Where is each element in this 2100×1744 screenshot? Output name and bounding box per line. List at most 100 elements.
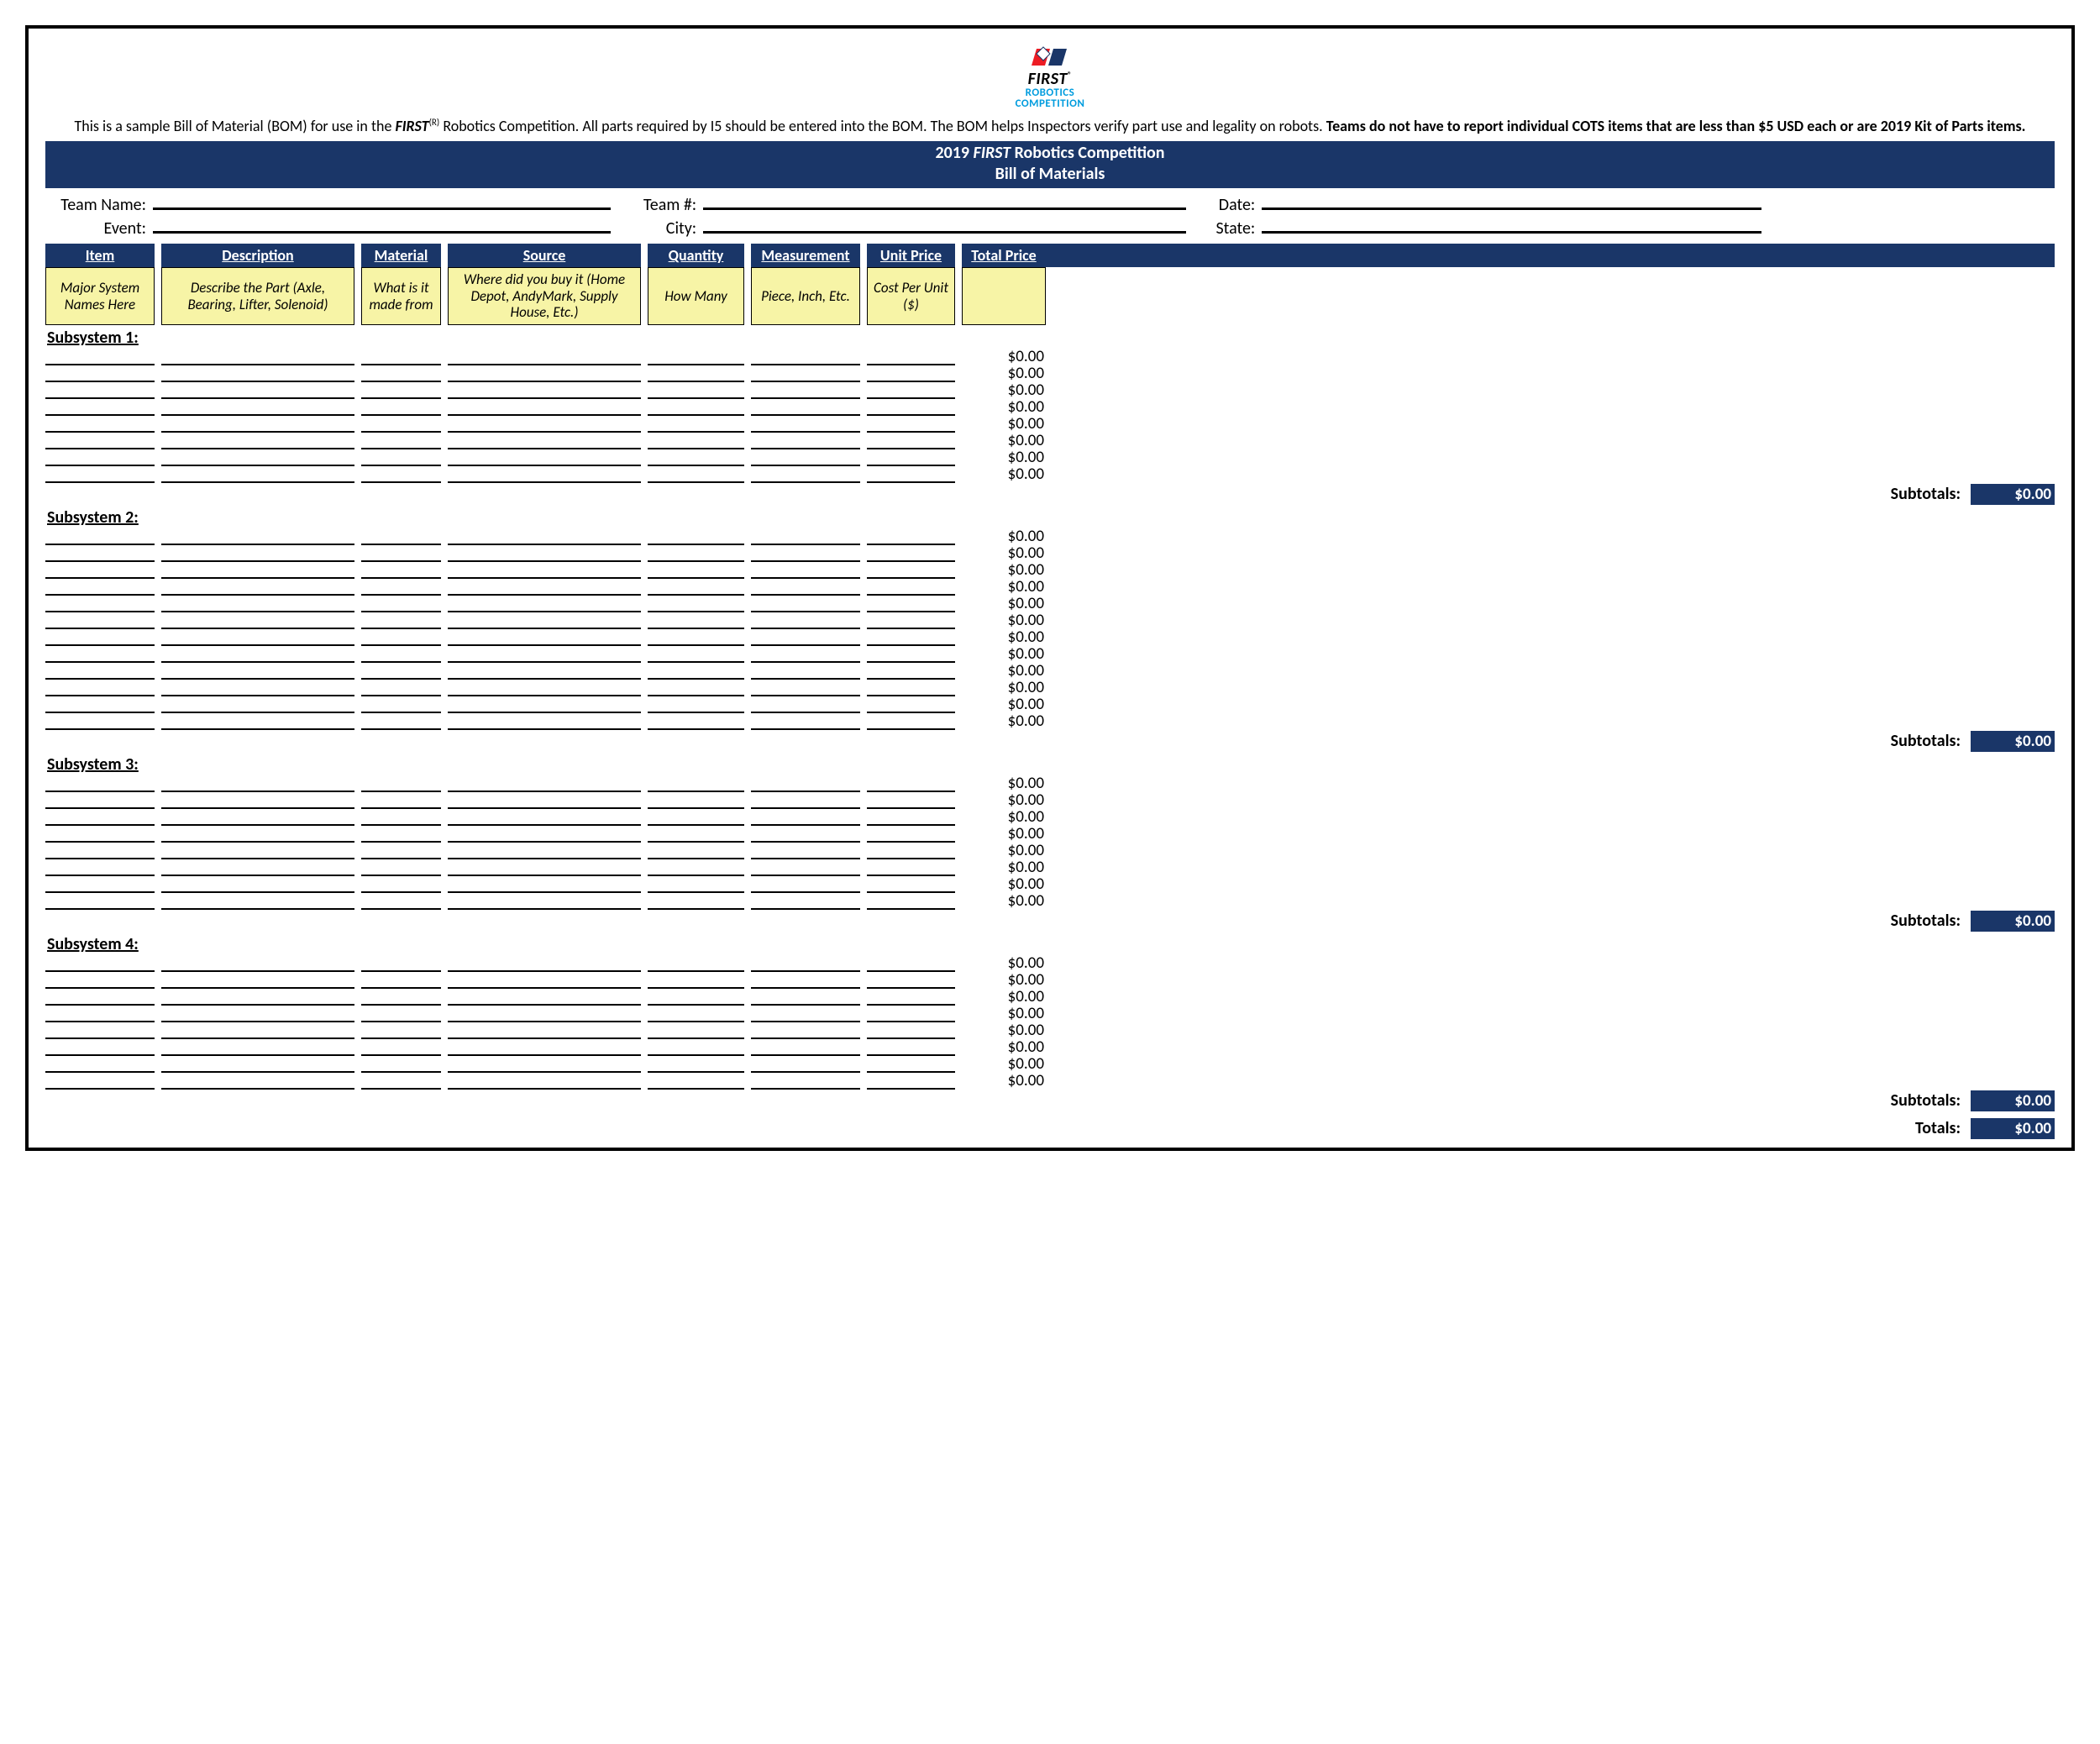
table-cell[interactable] [45,955,155,972]
table-cell[interactable] [161,579,354,596]
table-cell[interactable] [448,1022,641,1039]
table-cell[interactable] [161,826,354,843]
table-cell[interactable] [867,775,955,792]
table-cell[interactable] [751,893,860,910]
table-cell[interactable] [361,449,441,466]
table-cell[interactable] [648,579,744,596]
table-cell[interactable] [161,528,354,545]
table-cell[interactable] [45,972,155,989]
table-cell[interactable] [161,713,354,730]
table-cell[interactable] [45,775,155,792]
table-cell[interactable] [161,1006,354,1022]
table-cell[interactable] [361,545,441,562]
table-cell[interactable] [648,416,744,433]
table-cell[interactable] [751,972,860,989]
table-cell[interactable] [751,629,860,646]
table-cell[interactable] [648,449,744,466]
table-cell[interactable] [45,809,155,826]
table-cell[interactable] [867,1039,955,1056]
table-cell[interactable] [161,629,354,646]
table-cell[interactable] [648,826,744,843]
table-cell[interactable] [867,399,955,416]
table-cell[interactable] [361,562,441,579]
table-cell[interactable] [161,399,354,416]
table-cell[interactable] [448,562,641,579]
table-cell[interactable] [648,809,744,826]
table-cell[interactable] [361,972,441,989]
table-cell[interactable] [45,612,155,629]
table-cell[interactable] [648,893,744,910]
table-cell[interactable] [867,365,955,382]
table-cell[interactable] [448,809,641,826]
table-cell[interactable] [751,399,860,416]
table-cell[interactable] [648,1039,744,1056]
table-cell[interactable] [751,1073,860,1090]
table-cell[interactable] [161,646,354,663]
table-cell[interactable] [45,1056,155,1073]
table-cell[interactable] [448,792,641,809]
table-cell[interactable] [161,416,354,433]
table-cell[interactable] [448,826,641,843]
table-cell[interactable] [751,349,860,365]
table-cell[interactable] [161,612,354,629]
table-cell[interactable] [648,1006,744,1022]
table-cell[interactable] [867,1006,955,1022]
table-cell[interactable] [361,579,441,596]
table-cell[interactable] [45,629,155,646]
table-cell[interactable] [45,545,155,562]
input-team-num[interactable] [703,192,1186,210]
table-cell[interactable] [751,382,860,399]
table-cell[interactable] [161,562,354,579]
table-cell[interactable] [448,893,641,910]
table-cell[interactable] [867,528,955,545]
table-cell[interactable] [867,989,955,1006]
table-cell[interactable] [867,416,955,433]
table-cell[interactable] [361,466,441,483]
table-cell[interactable] [867,1073,955,1090]
table-cell[interactable] [867,349,955,365]
table-cell[interactable] [361,629,441,646]
table-cell[interactable] [648,972,744,989]
table-cell[interactable] [45,859,155,876]
table-cell[interactable] [648,365,744,382]
table-cell[interactable] [751,792,860,809]
table-cell[interactable] [751,449,860,466]
table-cell[interactable] [45,826,155,843]
table-cell[interactable] [867,1056,955,1073]
table-cell[interactable] [648,713,744,730]
table-cell[interactable] [448,859,641,876]
table-cell[interactable] [448,1056,641,1073]
table-cell[interactable] [45,792,155,809]
table-cell[interactable] [648,466,744,483]
table-cell[interactable] [751,433,860,449]
table-cell[interactable] [751,545,860,562]
table-cell[interactable] [867,449,955,466]
table-cell[interactable] [751,612,860,629]
table-cell[interactable] [448,466,641,483]
table-cell[interactable] [648,1022,744,1039]
table-cell[interactable] [361,399,441,416]
table-cell[interactable] [448,612,641,629]
table-cell[interactable] [45,416,155,433]
table-cell[interactable] [45,1006,155,1022]
table-cell[interactable] [161,365,354,382]
table-cell[interactable] [867,859,955,876]
table-cell[interactable] [648,629,744,646]
input-date[interactable] [1262,192,1761,210]
table-cell[interactable] [448,433,641,449]
table-cell[interactable] [45,466,155,483]
input-event[interactable] [153,215,611,234]
table-cell[interactable] [648,876,744,893]
table-cell[interactable] [751,989,860,1006]
table-cell[interactable] [867,382,955,399]
table-cell[interactable] [45,843,155,859]
table-cell[interactable] [648,399,744,416]
input-city[interactable] [703,215,1186,234]
table-cell[interactable] [448,545,641,562]
table-cell[interactable] [45,449,155,466]
table-cell[interactable] [867,579,955,596]
table-cell[interactable] [751,876,860,893]
table-cell[interactable] [448,713,641,730]
table-cell[interactable] [361,1022,441,1039]
table-cell[interactable] [751,416,860,433]
